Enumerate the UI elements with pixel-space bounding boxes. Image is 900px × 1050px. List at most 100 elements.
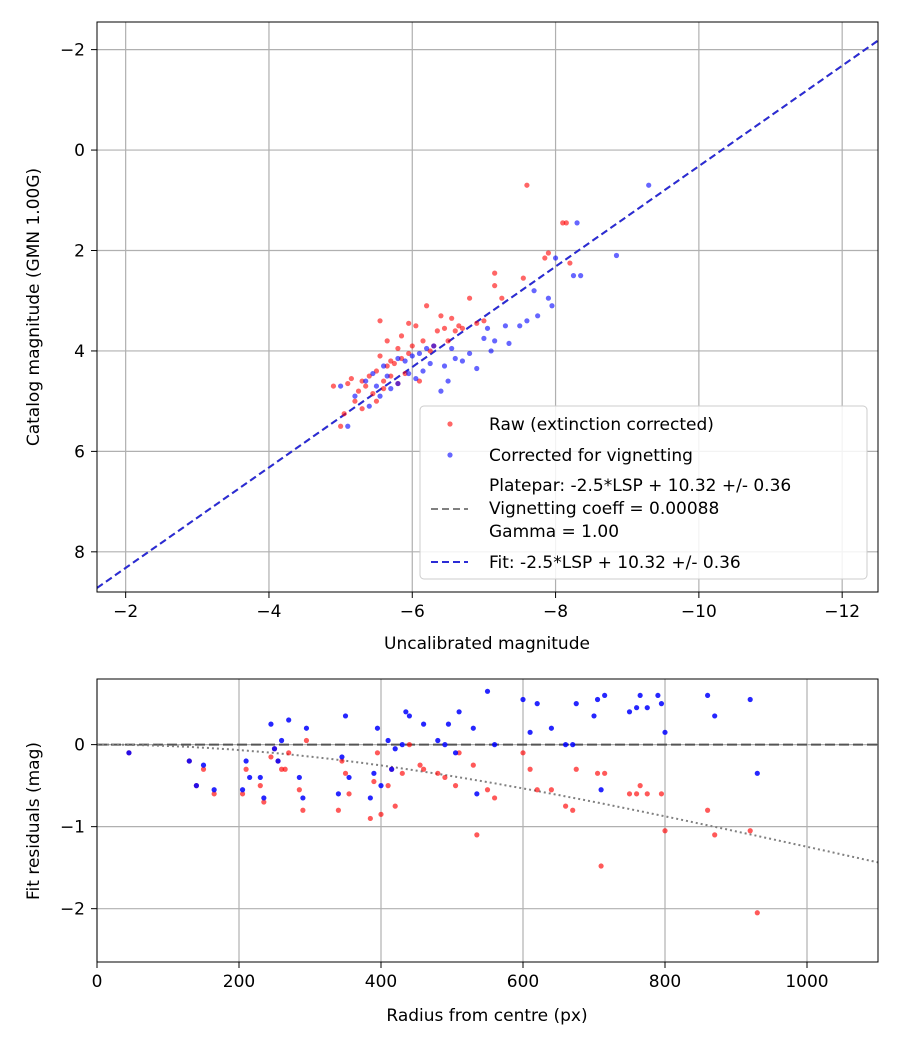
raw-point	[363, 383, 369, 389]
raw-point	[384, 363, 390, 369]
legend-gamma-label: Gamma = 1.00	[489, 522, 619, 542]
top-ticks: −2 −4 −6 −8 −10 −12 −2 0 2 4 6 8	[60, 41, 860, 622]
raw-point	[567, 260, 573, 266]
corrected-residual-point	[392, 746, 398, 752]
bottom-y-axis-label: Fit residuals (mag)	[24, 742, 44, 900]
raw-residual-point	[339, 758, 345, 764]
corrected-residual-point	[342, 713, 349, 719]
bottom-x-tick-label: 800	[649, 972, 681, 992]
top-y-tick-label: 4	[74, 342, 85, 362]
corrected-residual-point	[602, 692, 608, 699]
bottom-y-tick-label: −1	[60, 818, 85, 838]
corrected-residual-point	[534, 701, 540, 707]
bottom-plot-area	[97, 688, 878, 916]
corrected-point	[406, 370, 412, 377]
raw-point	[384, 338, 390, 344]
corrected-residual-point	[367, 795, 373, 801]
raw-point	[391, 360, 397, 367]
raw-residual-point	[421, 766, 427, 772]
raw-point	[370, 391, 376, 397]
top-y-tick-label: 6	[74, 442, 85, 462]
corrected-residual-point	[346, 774, 352, 781]
corrected-point	[377, 393, 383, 399]
raw-residual-point	[378, 811, 384, 817]
corrected-point	[459, 358, 466, 364]
corrected-residual-point	[339, 754, 345, 760]
raw-point	[542, 255, 548, 261]
top-axes-frame	[96, 21, 879, 593]
corrected-point	[552, 255, 559, 261]
corrected-residual-point	[442, 742, 448, 748]
corrected-residual-point	[563, 742, 569, 748]
raw-residual-point	[239, 791, 246, 797]
corrected-point	[402, 358, 408, 364]
corrected-residual-point	[371, 770, 377, 776]
raw-residual-point	[282, 766, 288, 772]
corrected-point	[545, 295, 552, 301]
raw-point	[330, 383, 337, 389]
raw-point	[377, 353, 383, 359]
corrected-residual-point	[389, 766, 395, 772]
raw-point	[524, 182, 530, 188]
corrected-residual-point	[374, 725, 381, 731]
raw-residual-point	[534, 787, 540, 793]
top-y-axis-label: Catalog magnitude (GMN 1.00G)	[24, 168, 44, 446]
top-x-tick-label: −4	[256, 602, 281, 622]
corrected-point	[474, 365, 480, 372]
corrected-point	[420, 368, 426, 374]
corrected-residual-point	[126, 750, 132, 756]
corrected-residual-point	[335, 791, 341, 797]
corrected-residual-point	[527, 729, 533, 735]
corrected-point	[388, 386, 394, 392]
legend-vignetting-label: Vignetting coeff = 0.00088	[489, 499, 719, 519]
raw-point	[381, 386, 387, 392]
corrected-point	[613, 252, 620, 259]
corrected-residual-point	[279, 737, 285, 744]
corrected-residual-point	[243, 758, 249, 764]
corrected-point	[531, 288, 537, 294]
raw-residual-point	[452, 783, 459, 789]
top-x-axis-label: Uncalibrated magnitude	[384, 634, 590, 654]
corrected-point	[338, 383, 344, 389]
top-y-tick-label: 8	[74, 543, 85, 563]
corrected-point	[370, 370, 376, 377]
corrected-point	[366, 403, 372, 409]
corrected-residual-point	[378, 783, 384, 789]
raw-point	[395, 345, 401, 352]
raw-point	[441, 325, 448, 331]
raw-point	[348, 375, 354, 382]
corrected-residual-point	[637, 692, 643, 699]
corrected-residual-point	[403, 709, 409, 715]
top-x-tick-label: −6	[400, 602, 425, 622]
corrected-point	[384, 373, 390, 379]
corrected-point	[506, 340, 512, 347]
corrected-residual-point	[271, 746, 278, 752]
raw-residual-point	[300, 807, 306, 813]
raw-residual-point	[296, 787, 302, 793]
corrected-residual-point	[655, 692, 661, 699]
corrected-point	[363, 378, 369, 384]
legend-raw-label: Raw (extinction corrected)	[489, 415, 714, 435]
bottom-axes-frame	[96, 678, 879, 963]
raw-point	[452, 328, 458, 334]
corrected-residual-point	[634, 705, 640, 711]
corrected-residual-point	[484, 688, 491, 694]
corrected-point	[574, 220, 580, 226]
raw-residual-point	[435, 770, 441, 776]
bottom-grid	[96, 679, 878, 962]
top-y-tick-label: −2	[60, 41, 85, 61]
raw-residual-point	[658, 791, 665, 797]
legend-corrected-marker	[447, 452, 453, 458]
corrected-point	[466, 350, 473, 357]
corrected-residual-point	[200, 762, 207, 768]
raw-point	[402, 370, 408, 377]
raw-point	[492, 283, 498, 289]
corrected-residual-point	[261, 795, 267, 801]
raw-point	[474, 320, 480, 326]
corrected-residual-point	[300, 795, 306, 801]
top-grid	[97, 22, 878, 592]
corrected-residual-point	[591, 713, 597, 719]
corrected-point	[535, 313, 541, 319]
corrected-residual-point	[268, 721, 274, 727]
